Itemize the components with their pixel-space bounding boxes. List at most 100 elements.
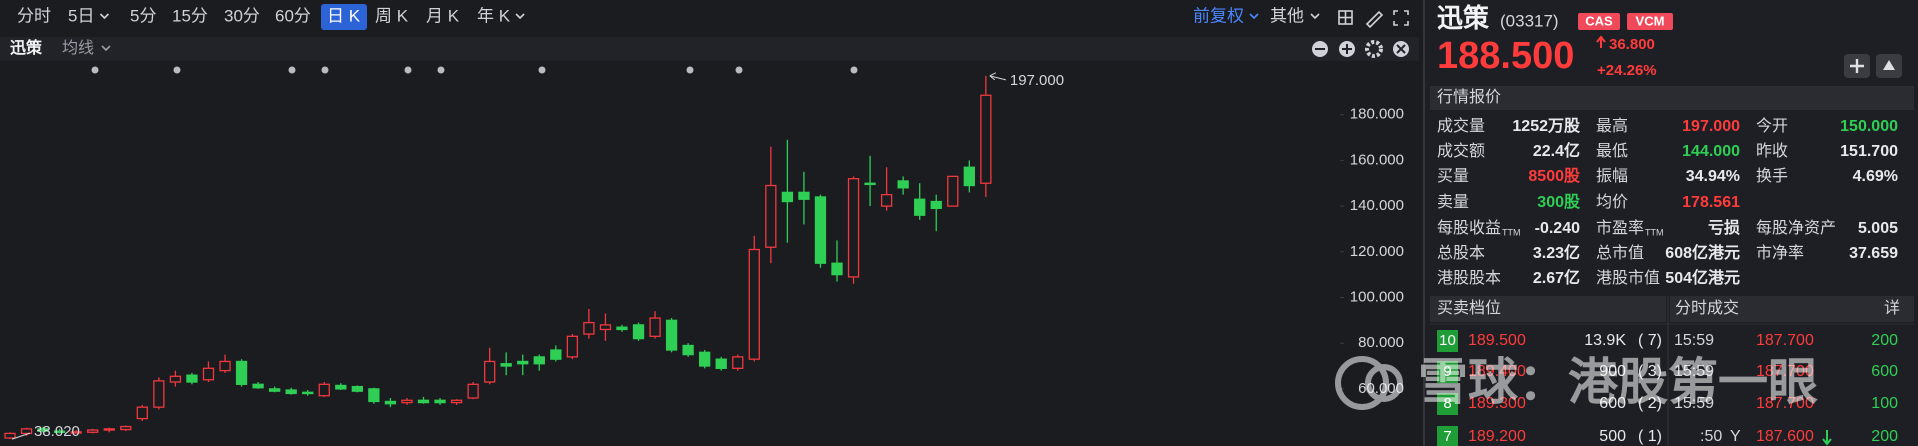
- quote-label: 今开: [1756, 117, 1788, 135]
- trade-price: 187.700: [1756, 363, 1814, 380]
- period-tab[interactable]: 周 K: [375, 6, 409, 25]
- candle-body: [583, 321, 595, 335]
- candle-body: [947, 175, 959, 207]
- section-title: 买卖档位: [1437, 299, 1501, 317]
- candle-body: [53, 430, 66, 433]
- candle-body: [732, 356, 744, 369]
- other-menu[interactable]: 其他: [1270, 6, 1304, 25]
- draw-icon[interactable]: [1365, 10, 1384, 29]
- quote-label: 总市值: [1596, 244, 1644, 262]
- event-dot[interactable]: [538, 66, 546, 74]
- close[interactable]: [1396, 44, 1406, 54]
- quote-value: 2.67亿: [1533, 268, 1580, 287]
- active-tab[interactable]: [321, 4, 367, 30]
- indicator-menu[interactable]: 均线: [62, 39, 94, 57]
- chevron[interactable]: [99, 13, 110, 20]
- quote-label: 买量: [1437, 167, 1469, 185]
- candle-body: [450, 399, 463, 404]
- quote-label: 市盈率: [1596, 219, 1644, 237]
- period-tab[interactable]: 60分: [275, 6, 311, 25]
- event-dot[interactable]: [173, 66, 181, 74]
- candle-body: [351, 385, 363, 392]
- chevron[interactable]: [101, 45, 111, 52]
- trade-flag: Y: [1730, 428, 1741, 445]
- candle-body: [285, 389, 297, 395]
- level-number: 9: [1443, 363, 1451, 380]
- candle-body: [897, 180, 909, 189]
- period-tab[interactable]: 月 K: [426, 6, 460, 25]
- candle-body: [37, 428, 49, 432]
- period-tab[interactable]: 年 K: [477, 6, 511, 25]
- quote-value: 亏损: [1708, 218, 1740, 237]
- candle-body: [70, 431, 82, 434]
- candle-body: [682, 344, 694, 356]
- bid-ask-price: 189.500: [1468, 332, 1526, 349]
- level-badge: [1437, 361, 1458, 383]
- candle-body: [616, 326, 628, 331]
- event-dot[interactable]: [735, 66, 743, 74]
- candle-body: [202, 367, 215, 381]
- event-dot[interactable]: [321, 66, 329, 74]
- bid-ask-volume: 500: [1599, 428, 1626, 445]
- event-dot[interactable]: [850, 66, 858, 74]
- bid-ask-volume: 900: [1599, 363, 1626, 380]
- fullscreen-icon[interactable]: [1393, 10, 1409, 26]
- event-markers[interactable]: [91, 66, 858, 74]
- candle-body: [831, 262, 843, 276]
- stock-tag-label: VCM: [1636, 13, 1665, 28]
- zoom-in[interactable]: [1342, 44, 1352, 54]
- adjust-menu[interactable]: 前复权: [1193, 6, 1244, 25]
- period-tab[interactable]: 30分: [224, 6, 260, 25]
- bid-ask-count: ( 2): [1638, 395, 1662, 412]
- bid-ask-price: 189.200: [1468, 428, 1526, 445]
- quote-label: 成交量: [1437, 117, 1485, 135]
- settings[interactable]: [1365, 40, 1383, 58]
- candle-body: [467, 383, 479, 399]
- period-tab[interactable]: 分时: [17, 6, 51, 25]
- period-tab[interactable]: 5日: [68, 6, 94, 25]
- chevron[interactable]: [1310, 13, 1320, 20]
- candle-body: [484, 360, 496, 383]
- candle-body: [566, 335, 579, 358]
- chart-controls[interactable]: [1312, 40, 1409, 58]
- chevron[interactable]: [1249, 13, 1259, 20]
- quote-value: 151.700: [1840, 143, 1898, 160]
- top-button[interactable]: [1883, 60, 1895, 70]
- watermark-logo: [1335, 356, 1389, 410]
- bid-ask-count: ( 3): [1638, 363, 1662, 380]
- price-change: 36.800: [1609, 36, 1655, 53]
- y-tick-label: 180.000: [1350, 106, 1404, 123]
- quote-label: 均价: [1596, 193, 1628, 211]
- annotation-arrow: [11, 432, 31, 440]
- level-number: 7: [1443, 428, 1451, 445]
- bid-ask-volume: 600: [1599, 395, 1626, 412]
- period-tab[interactable]: 5分: [130, 6, 156, 25]
- add-button[interactable]: [1850, 59, 1864, 73]
- event-dot[interactable]: [91, 66, 99, 74]
- event-dot[interactable]: [437, 66, 445, 74]
- toolbar-icons[interactable]: [1338, 10, 1409, 29]
- y-tick-label: 140.000: [1350, 197, 1404, 214]
- event-dot[interactable]: [404, 66, 412, 74]
- event-dot[interactable]: [288, 66, 296, 74]
- trades-header: [1670, 296, 1914, 322]
- quote-value: 504亿港元: [1665, 268, 1740, 287]
- annotation-arrow: [989, 72, 997, 81]
- quote-value: 144.000: [1682, 143, 1740, 160]
- stock-tag-label: CAS: [1585, 13, 1613, 28]
- detail-link[interactable]: 详: [1884, 299, 1900, 317]
- event-dot[interactable]: [686, 66, 694, 74]
- quote-value: 608亿港元: [1665, 243, 1740, 262]
- candle-body: [384, 400, 397, 405]
- bid-ask-price: 189.300: [1468, 395, 1526, 412]
- quote-header: [1430, 86, 1914, 110]
- chevron[interactable]: [515, 13, 525, 20]
- y-tick-label: 100.000: [1350, 288, 1404, 305]
- candle-body: [930, 200, 942, 210]
- period-tab[interactable]: 日 K: [327, 6, 361, 25]
- candle-body: [103, 428, 115, 431]
- candle-body: [120, 425, 132, 431]
- period-tab[interactable]: 15分: [172, 6, 208, 25]
- candle-body: [914, 198, 926, 216]
- plot: 60.00080.000100.000120.000140.000160.000…: [4, 72, 1404, 440]
